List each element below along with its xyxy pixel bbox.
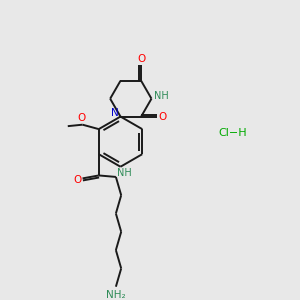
- Text: N: N: [111, 108, 119, 118]
- Text: O: O: [137, 54, 145, 64]
- Text: O: O: [159, 112, 167, 122]
- Text: NH: NH: [117, 168, 132, 178]
- Text: O: O: [73, 175, 81, 185]
- Text: NH₂: NH₂: [106, 290, 126, 300]
- Text: Cl−H: Cl−H: [218, 128, 247, 138]
- Text: O: O: [77, 113, 86, 123]
- Text: NH: NH: [154, 91, 168, 101]
